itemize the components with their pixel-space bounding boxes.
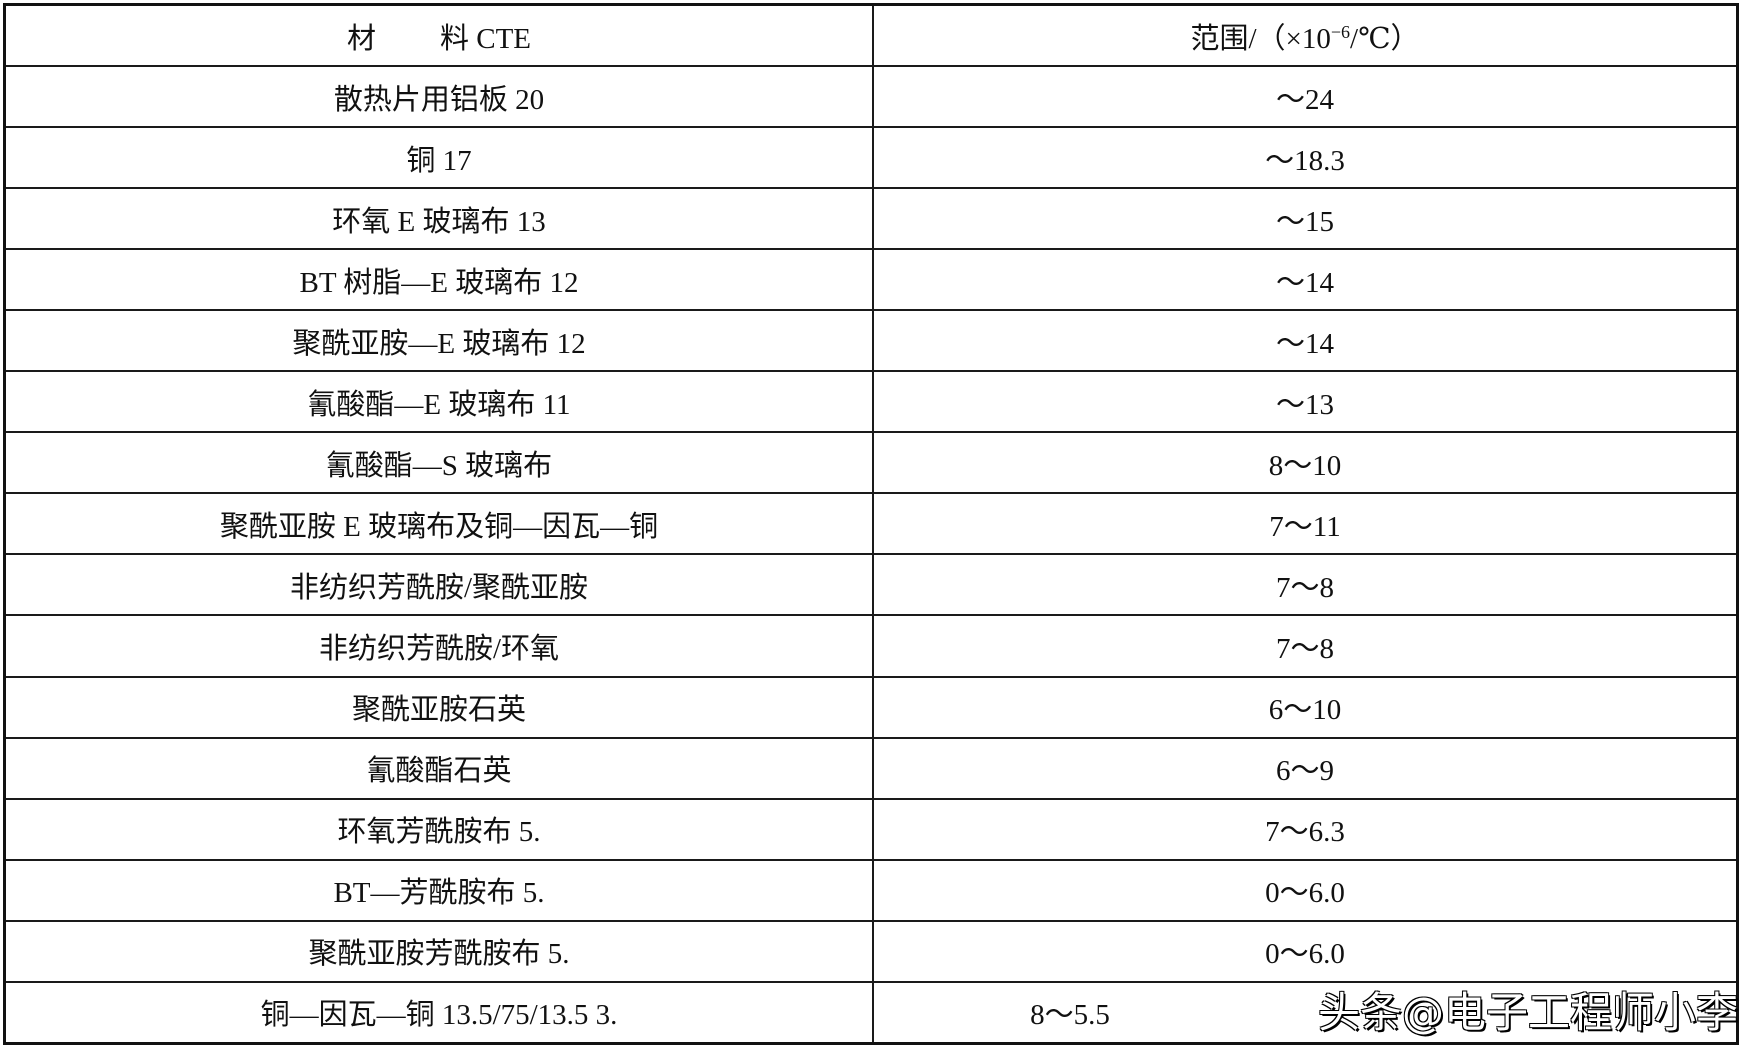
range-cell: 7～11 <box>872 492 1739 556</box>
material-cell: BT 树脂—E 玻璃布 12 <box>3 248 874 312</box>
material-cell: 环氧芳酰胺布 5. <box>3 797 874 861</box>
material-cell: 聚酰亚胺石英 <box>3 675 874 739</box>
range-cell: 0～6.0 <box>872 919 1739 983</box>
range-cell: 8～10 <box>872 431 1739 495</box>
table-row: 铜—因瓦—铜 13.5/75/13.5 3. 8～5.5 <box>3 980 1739 1045</box>
header-material-a: 材 <box>346 22 376 55</box>
material-cell: 非纺织芳酰胺/环氧 <box>3 614 874 678</box>
material-cell: 非纺织芳酰胺/聚酰亚胺 <box>3 553 874 617</box>
material-cell: 聚酰亚胺 E 玻璃布及铜—因瓦—铜 <box>3 492 874 556</box>
header-range-prefix: 范围/（×10 <box>1190 22 1331 55</box>
material-cell: 聚酰亚胺—E 玻璃布 12 <box>3 309 874 373</box>
cte-table: 材 料 CTE 范围/（×10−6/℃） 散热片用铝板 20 ～24 铜 17 ～18.… <box>3 3 1739 1045</box>
material-cell: 聚酰亚胺芳酰胺布 5. <box>3 919 874 983</box>
table-row: 环氧芳酰胺布 5. 7～6.3 <box>3 797 1739 861</box>
table-row: 聚酰亚胺芳酰胺布 5. 0～6.0 <box>3 919 1739 983</box>
material-cell: 环氧 E 玻璃布 13 <box>3 187 874 251</box>
header-material: 材 料 CTE <box>3 3 874 68</box>
range-cell: ～14 <box>872 309 1739 373</box>
material-cell: 铜—因瓦—铜 13.5/75/13.5 3. <box>3 980 874 1045</box>
table-row: 氰酸酯—S 玻璃布 8～10 <box>3 431 1739 495</box>
range-cell: ～14 <box>872 248 1739 312</box>
material-cell: 氰酸酯—S 玻璃布 <box>3 431 874 495</box>
table-row: 聚酰亚胺石英 6～10 <box>3 675 1739 739</box>
header-material-b: 料 CTE <box>439 22 532 55</box>
table-row: 聚酰亚胺 E 玻璃布及铜—因瓦—铜 7～11 <box>3 492 1739 556</box>
header-row: 材 料 CTE 范围/（×10−6/℃） <box>3 3 1739 68</box>
table-row: BT 树脂—E 玻璃布 12 ～14 <box>3 248 1739 312</box>
table-row: 铜 17 ～18.3 <box>3 126 1739 190</box>
table-row: 氰酸酯—E 玻璃布 11 ～13 <box>3 370 1739 434</box>
table-row: 非纺织芳酰胺/聚酰亚胺 7～8 <box>3 553 1739 617</box>
header-range-suffix: /℃） <box>1350 22 1420 55</box>
table-row: 聚酰亚胺—E 玻璃布 12 ～14 <box>3 309 1739 373</box>
range-cell: 8～5.5 <box>872 980 1739 1045</box>
range-cell: ～24 <box>872 65 1739 129</box>
material-cell: BT—芳酰胺布 5. <box>3 858 874 922</box>
table-row: 氰酸酯石英 6～9 <box>3 736 1739 800</box>
material-cell: 氰酸酯石英 <box>3 736 874 800</box>
table-row: BT—芳酰胺布 5. 0～6.0 <box>3 858 1739 922</box>
watermark: 头条@电子工程师小李 <box>1318 988 1739 1037</box>
range-cell: 6～10 <box>872 675 1739 739</box>
range-cell: 6～9 <box>872 736 1739 800</box>
material-cell: 散热片用铝板 20 <box>3 65 874 129</box>
range-cell: 7～6.3 <box>872 797 1739 861</box>
range-cell: ～13 <box>872 370 1739 434</box>
range-cell: ～18.3 <box>872 126 1739 190</box>
table-row: 散热片用铝板 20 ～24 <box>3 65 1739 129</box>
material-cell: 氰酸酯—E 玻璃布 11 <box>3 370 874 434</box>
header-range-exponent: −6 <box>1330 21 1351 42</box>
table-row: 环氧 E 玻璃布 13 ～15 <box>3 187 1739 251</box>
material-cell: 铜 17 <box>3 126 874 190</box>
range-cell: 7～8 <box>872 553 1739 617</box>
range-cell: ～15 <box>872 187 1739 251</box>
range-cell: 0～6.0 <box>872 858 1739 922</box>
header-range: 范围/（×10−6/℃） <box>872 3 1739 68</box>
table-row: 非纺织芳酰胺/环氧 7～8 <box>3 614 1739 678</box>
range-cell: 7～8 <box>872 614 1739 678</box>
